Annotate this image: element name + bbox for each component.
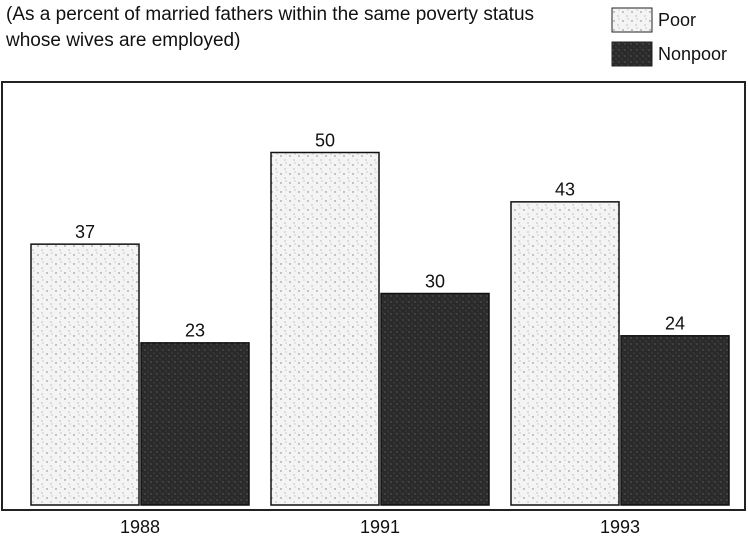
legend-label: Poor: [658, 10, 696, 30]
chart-subtitle: (As a percent of married fathers within …: [6, 4, 535, 51]
bar: [30, 243, 140, 506]
value-label: 30: [425, 271, 445, 291]
value-label: 43: [555, 180, 575, 200]
bar: [380, 292, 490, 506]
value-label: 50: [315, 130, 335, 150]
value-label: 37: [75, 222, 95, 242]
plot-frame: [1, 81, 746, 511]
value-label: 23: [185, 321, 205, 341]
legend-label: Nonpoor: [658, 44, 727, 64]
value-label: 24: [665, 314, 685, 334]
bar: [270, 151, 380, 506]
bar: [620, 335, 730, 506]
x-tick-label: 1991: [360, 517, 400, 537]
bar: [140, 342, 250, 506]
legend-swatch: [611, 41, 653, 67]
legend-swatch: [611, 7, 653, 33]
x-tick-label: 1993: [600, 517, 640, 537]
bar: [510, 201, 620, 506]
x-tick-label: 1988: [120, 517, 160, 537]
